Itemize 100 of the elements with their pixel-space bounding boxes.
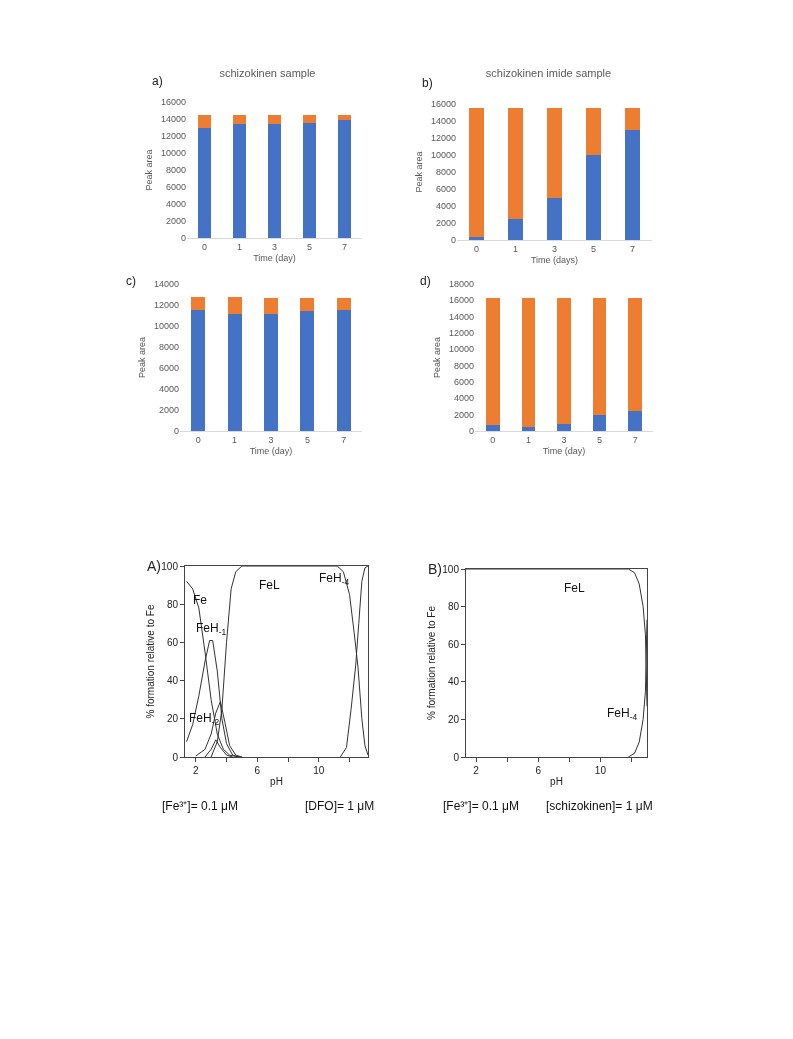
y-tick-label: 0 <box>173 426 179 437</box>
y-axis-title: Peak area <box>432 336 443 379</box>
y-tick-label: 14000 <box>153 279 179 290</box>
y-tick-label: 0 <box>468 426 474 437</box>
x-tick-label: 3 <box>551 243 558 254</box>
y-tick-label: 4000 <box>165 199 186 210</box>
text: c) <box>126 274 136 288</box>
y-tick-label: 8000 <box>453 360 474 371</box>
x-tick-label: 7 <box>341 241 348 252</box>
y-tick-label: 4000 <box>435 201 456 212</box>
y-tick-label: 0 <box>180 233 186 244</box>
y-tick-label: 4000 <box>158 384 179 395</box>
y-axis-title: Peak area <box>414 151 425 193</box>
y-tick-label: 6000 <box>158 363 179 374</box>
annotation: FeL <box>564 581 585 595</box>
y-tick-label: 16000 <box>430 99 456 110</box>
y-tick-label: 2000 <box>158 405 179 416</box>
y-tick-label: 20 <box>166 713 179 725</box>
y-tick-label: 12000 <box>160 131 186 142</box>
text: d) <box>420 274 431 288</box>
y-tick-label: 18000 <box>448 279 474 290</box>
y-tick-label: 40 <box>447 676 460 688</box>
y-tick-label: 100 <box>442 563 460 575</box>
x-tick-label: 7 <box>632 434 638 445</box>
x-tick-label: 1 <box>512 243 519 254</box>
y-tick-label: 14000 <box>430 116 456 127</box>
x-axis-title: Time (day) <box>253 252 296 263</box>
text: [schizokinen]= 1 μM <box>546 799 653 813</box>
x-tick-label: 5 <box>304 434 310 445</box>
x-tick-label: 5 <box>590 243 597 254</box>
annotation: Fe <box>193 593 208 607</box>
x-tick-label: 0 <box>195 434 201 445</box>
y-tick-label: 80 <box>166 598 179 610</box>
y-tick-label: 10000 <box>153 321 179 332</box>
text: B) <box>428 561 442 577</box>
y-tick-label: 40 <box>166 675 179 687</box>
annotation: FeL <box>259 578 280 592</box>
x-tick-label: 2 <box>473 765 480 776</box>
text: [Fe³⁺]= 0.1 μM <box>162 799 238 813</box>
x-axis-title: Time (day) <box>249 445 293 456</box>
y-tick-label: 10000 <box>448 344 474 355</box>
x-tick-label: 3 <box>271 241 278 252</box>
x-tick-label: 3 <box>268 434 274 445</box>
y-tick-label: 60 <box>166 636 179 648</box>
chart-title: schizokinen imide sample <box>485 66 612 79</box>
x-axis-title: pH <box>550 775 563 787</box>
y-tick-label: 8000 <box>158 342 179 353</box>
y-axis-title: % formation relative to Fe <box>426 605 438 720</box>
x-axis-title: Time (day) <box>542 445 586 456</box>
y-tick-label: 16000 <box>160 97 186 108</box>
y-tick-label: 12000 <box>153 300 179 311</box>
y-axis-title: Peak area <box>137 336 148 379</box>
y-tick-label: 100 <box>161 560 179 572</box>
x-tick-label: 3 <box>561 434 567 445</box>
y-tick-label: 2000 <box>435 218 456 229</box>
y-tick-label: 12000 <box>448 328 474 339</box>
y-tick-label: 10000 <box>160 148 186 159</box>
x-tick-label: 1 <box>525 434 531 445</box>
y-tick-label: 14000 <box>160 114 186 125</box>
y-tick-label: 14000 <box>448 311 474 322</box>
y-tick-label: 2000 <box>165 216 186 227</box>
x-tick-label: 5 <box>306 241 313 252</box>
x-tick-label: 0 <box>201 241 208 252</box>
y-tick-label: 6000 <box>453 377 474 388</box>
x-axis-title: Time (days) <box>530 254 579 265</box>
x-tick-label: 7 <box>341 434 347 445</box>
x-tick-label: 10 <box>594 765 607 776</box>
y-tick-label: 60 <box>447 638 460 650</box>
y-tick-label: 2000 <box>453 409 474 420</box>
y-axis-title: % formation relative to Fe <box>145 604 157 719</box>
x-tick-label: 1 <box>232 434 238 445</box>
annotation: FeH$_{-4}$ <box>319 571 350 587</box>
y-tick-label: 10000 <box>430 150 456 161</box>
x-axis-title: pH <box>270 775 283 787</box>
x-tick-label: 5 <box>597 434 603 445</box>
y-tick-label: 6000 <box>165 182 186 193</box>
text: b) <box>422 76 433 90</box>
y-tick-label: 6000 <box>435 184 456 195</box>
text: a) <box>152 74 163 88</box>
y-tick-label: 12000 <box>430 133 456 144</box>
x-tick-label: 1 <box>236 241 243 252</box>
annotation: FeH$_{-1}$ <box>196 621 227 637</box>
y-axis-title: Peak area <box>144 149 155 191</box>
annotation: FeH$_{-4}$ <box>607 706 638 722</box>
text: [DFO]= 1 μM <box>305 799 375 813</box>
y-tick-label: 20 <box>447 713 460 725</box>
chart-title: schizokinen sample <box>219 66 316 79</box>
y-tick-label: 80 <box>447 601 460 613</box>
x-tick-label: 7 <box>629 243 636 254</box>
y-tick-label: 8000 <box>435 167 456 178</box>
text: A) <box>147 558 161 574</box>
y-tick-label: 4000 <box>453 393 474 404</box>
x-tick-label: 0 <box>490 434 496 445</box>
x-tick-label: 6 <box>535 765 542 776</box>
x-tick-label: 2 <box>192 765 199 776</box>
x-tick-label: 10 <box>313 765 325 776</box>
y-tick-label: 0 <box>453 751 460 763</box>
text: [Fe³⁺]= 0.1 μM <box>443 799 519 813</box>
y-tick-label: 8000 <box>165 165 186 176</box>
x-tick-label: 6 <box>254 765 261 776</box>
